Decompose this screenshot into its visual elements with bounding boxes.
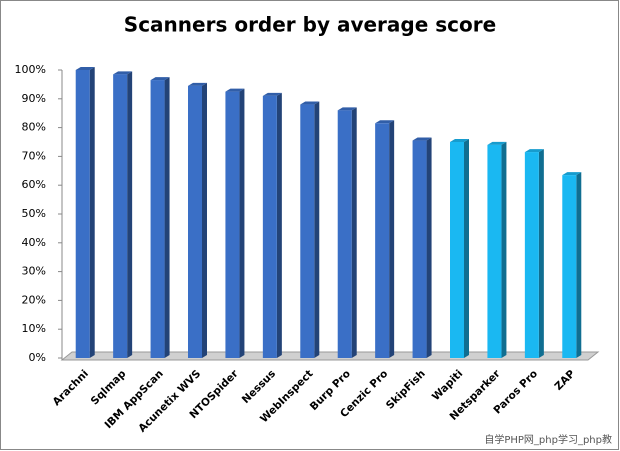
y-tick-label: 80% [22,121,46,134]
bar-top [337,107,357,111]
bar [450,142,464,358]
bar-side [501,141,507,358]
bar-side [276,92,282,359]
bar-top [150,77,170,81]
bar [262,95,277,359]
bar-top [300,101,320,105]
bar-side [426,137,432,358]
bar [487,144,502,358]
bar [337,110,352,358]
y-tick-label: 100% [15,63,46,76]
bar-top [412,137,432,141]
y-tick-label: 0% [29,351,46,364]
bar [75,70,90,358]
bar-top [262,92,282,96]
bar [188,85,202,358]
bar-top [375,120,395,124]
y-tick-label: 60% [22,178,46,191]
y-tick-label: 70% [22,149,46,162]
y-tick-label: 10% [22,322,46,335]
bar-top [524,149,544,153]
bar-side [127,71,133,358]
bar-top [113,71,133,75]
bar-top [450,139,469,142]
bar-side [464,139,469,358]
bar [113,74,128,358]
bar-side [239,88,245,358]
y-tick-label: 50% [22,207,46,220]
bar [412,140,427,358]
watermark: 自学PHP网_php学习_php教 [484,433,612,446]
bar-side [389,120,395,358]
bar-top [188,82,207,86]
bar-side [576,172,582,358]
bar-side [351,107,357,358]
y-tick-label: 90% [22,92,46,105]
bar-side [164,77,170,358]
bar-side [538,149,544,358]
bar [300,104,315,358]
bar-side [314,101,320,358]
y-tick-label: 30% [22,265,46,278]
bar-top [487,141,507,145]
floor [60,351,600,361]
bar [150,80,165,358]
bar [375,123,390,358]
chart-title: Scanners order by average score [124,13,496,37]
bar [562,175,577,358]
bar [524,152,539,358]
y-tick-label: 40% [22,236,46,249]
bar-top [75,67,95,70]
bar-side [89,67,95,358]
bar-top [562,172,582,176]
y-tick-label: 20% [22,293,46,306]
bar-top [225,88,245,92]
bar-side [202,82,207,358]
bar [225,91,240,358]
